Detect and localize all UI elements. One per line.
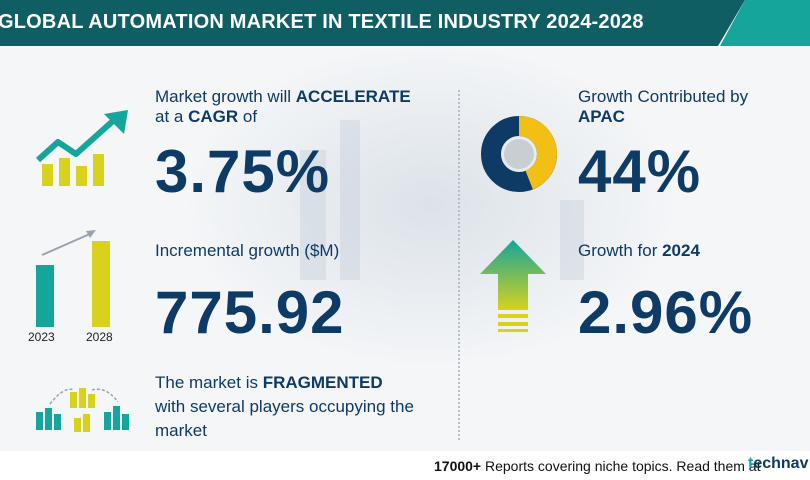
market-label-line2: with several players occupying the bbox=[155, 397, 414, 416]
market-label-line1: The market is FRAGMENTED bbox=[155, 373, 383, 392]
apac-value: 44% bbox=[578, 138, 702, 205]
background-glow bbox=[180, 40, 680, 370]
growth-chart-icon bbox=[35, 110, 128, 186]
market-label-line3: market bbox=[155, 421, 207, 440]
apac-label-line2: APAC bbox=[578, 107, 625, 126]
footer-text: 17000+ Reports covering niche topics. Re… bbox=[434, 458, 761, 474]
cagr-value: 3.75% bbox=[155, 138, 331, 205]
bar-comparison-icon bbox=[36, 230, 110, 327]
growth-year-label: Growth for 2024 bbox=[578, 241, 700, 260]
fragmented-market-icon bbox=[36, 388, 129, 432]
footer-bar: 17000+ Reports covering niche topics. Re… bbox=[0, 451, 810, 480]
technavio-logo[interactable]: technav bbox=[748, 455, 809, 472]
page-title: GLOBAL AUTOMATION MARKET IN TEXTILE INDU… bbox=[0, 11, 644, 33]
background-column bbox=[560, 200, 584, 280]
column-divider bbox=[458, 90, 460, 440]
cagr-label-line1: Market growth will ACCELERATE bbox=[155, 87, 411, 106]
background-column bbox=[300, 150, 326, 280]
background-column bbox=[340, 120, 360, 280]
incremental-value: 775.92 bbox=[155, 279, 345, 346]
apac-label-line1: Growth Contributed by bbox=[578, 87, 749, 106]
growth-year-value: 2.96% bbox=[578, 279, 754, 346]
donut-apac-segment bbox=[481, 116, 557, 192]
up-arrow-icon bbox=[480, 240, 546, 332]
title-banner bbox=[0, 0, 745, 46]
year-label-end: 2028 bbox=[86, 330, 113, 344]
cagr-label-line2: at a CAGR of bbox=[155, 107, 258, 126]
year-label-start: 2023 bbox=[28, 330, 55, 344]
apac-donut-chart bbox=[481, 116, 557, 192]
incremental-label: Incremental growth ($M) bbox=[155, 241, 340, 260]
donut-center bbox=[504, 139, 534, 169]
